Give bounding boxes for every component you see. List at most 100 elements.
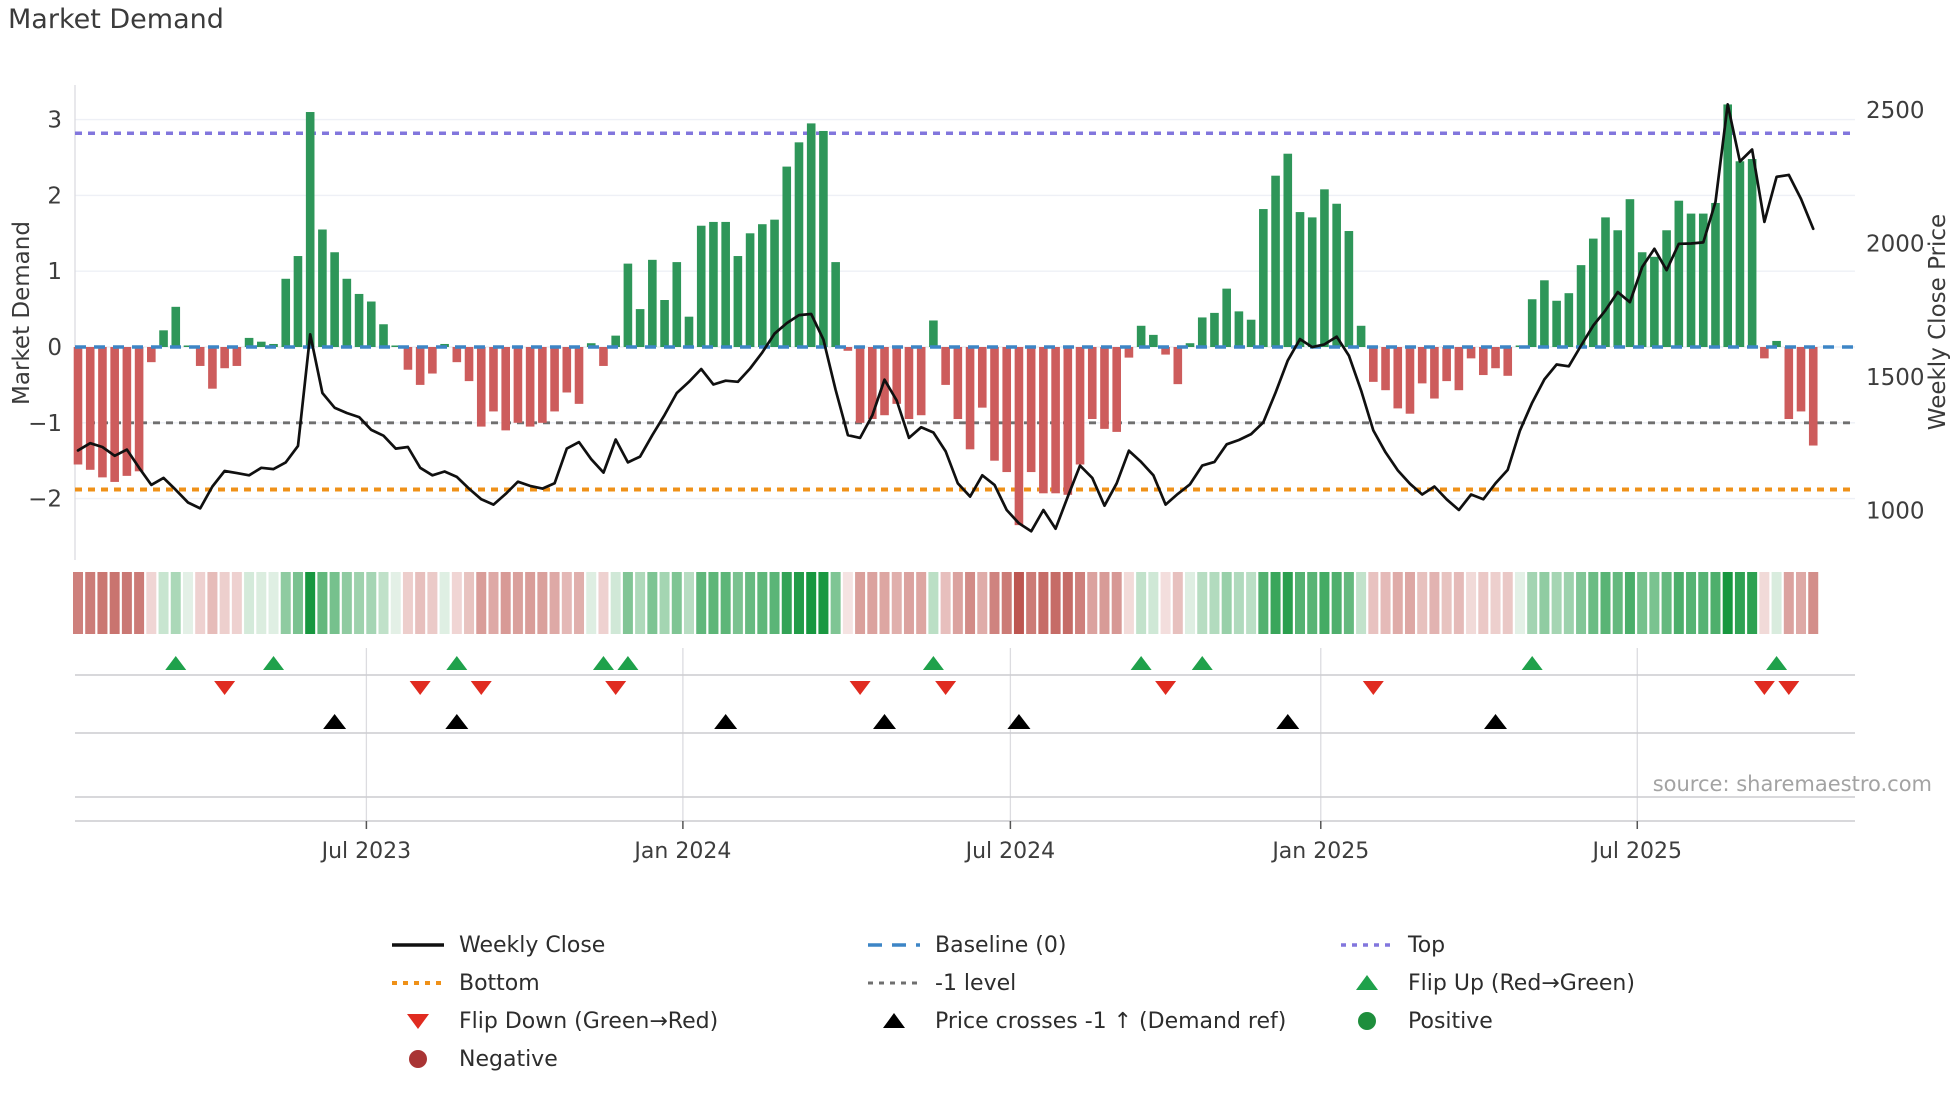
- demand-bar-negative: [1491, 347, 1500, 369]
- demand-bar-positive: [1210, 312, 1219, 347]
- heatmap-cell: [73, 572, 83, 634]
- legend-label: Top: [1408, 932, 1446, 958]
- demand-bar-positive: [244, 337, 254, 347]
- heatmap-cell: [537, 572, 548, 634]
- demand-bar-negative: [1808, 347, 1818, 446]
- heatmap-cell: [1331, 572, 1342, 634]
- right-axis-tick: 2500: [1866, 98, 1925, 124]
- price-cross-marker: [1276, 714, 1300, 729]
- heatmap-cell: [1661, 572, 1672, 634]
- heatmap-cell: [292, 572, 303, 634]
- demand-bar-negative: [122, 347, 132, 476]
- price-cross-marker: [1007, 714, 1031, 729]
- demand-bar-positive: [1723, 104, 1732, 347]
- heatmap-cell: [1221, 572, 1232, 634]
- flip-up-marker: [1766, 656, 1788, 670]
- heatmap-cell: [818, 572, 829, 634]
- demand-bar-negative: [1405, 347, 1415, 414]
- heatmap-cell: [708, 572, 719, 634]
- heatmap-cell: [684, 572, 694, 634]
- heatmap-cell: [574, 572, 585, 634]
- heatmap-cell: [806, 572, 817, 634]
- demand-bar-positive: [1711, 202, 1720, 347]
- demand-bar-positive: [1185, 343, 1195, 347]
- demand-bar-negative: [574, 347, 584, 404]
- demand-bar-positive: [806, 123, 816, 347]
- heatmap-cell: [415, 572, 426, 634]
- demand-bar-positive: [733, 256, 743, 347]
- heatmap-cell: [1417, 572, 1428, 634]
- heatmap-cell: [769, 572, 780, 634]
- heatmap-cell: [1698, 572, 1709, 634]
- heatmap-cell: [1233, 572, 1244, 634]
- legend-label: Flip Up (Red→Green): [1408, 970, 1635, 996]
- demand-bar-negative: [990, 347, 999, 461]
- heatmap-cell: [207, 572, 218, 634]
- right-axis-tick: 2000: [1866, 232, 1925, 258]
- heatmap-cell: [244, 572, 255, 634]
- heatmap-cell: [1514, 572, 1525, 634]
- demand-bar-positive: [318, 229, 327, 347]
- heatmap-cell: [1722, 572, 1733, 634]
- flip-down-marker: [605, 681, 627, 695]
- demand-bar-positive: [1698, 213, 1708, 347]
- heatmap-cell: [1246, 572, 1257, 634]
- heatmap-cell: [671, 572, 682, 634]
- demand-bar-negative: [525, 347, 535, 427]
- legend-marker: [390, 1010, 446, 1032]
- heatmap-cell: [146, 572, 157, 634]
- heatmap-cell: [268, 572, 279, 634]
- demand-bar-negative: [855, 347, 865, 423]
- demand-bar-positive: [1356, 325, 1366, 347]
- heatmap-cell: [1270, 572, 1281, 634]
- heatmap-cell: [745, 572, 756, 634]
- heatmap-cell: [879, 572, 890, 634]
- demand-bar-positive: [1662, 230, 1671, 347]
- demand-bar-negative: [1503, 347, 1513, 376]
- heatmap-cell: [1258, 572, 1269, 634]
- legend-marker: [866, 972, 922, 994]
- demand-bar-positive: [366, 301, 376, 347]
- heatmap-cell: [1001, 572, 1012, 634]
- heatmap-cell: [305, 572, 316, 634]
- demand-bar-negative: [1051, 347, 1060, 494]
- demand-bar-negative: [476, 347, 486, 427]
- flip-down-marker: [1753, 681, 1775, 695]
- demand-bar-positive: [1735, 161, 1745, 347]
- demand-bar-positive: [1307, 217, 1317, 347]
- heatmap-cell: [1686, 572, 1697, 634]
- heatmap-cell: [170, 572, 181, 634]
- heatmap-cell: [610, 572, 621, 634]
- heatmap-cell: [696, 572, 707, 634]
- demand-bar-negative: [85, 347, 95, 470]
- positive-icon: [1358, 1012, 1376, 1030]
- demand-bar-positive: [159, 330, 168, 347]
- demand-bar-negative: [415, 347, 425, 385]
- demand-bar-negative: [134, 347, 144, 472]
- demand-bar-positive: [354, 293, 364, 347]
- demand-bar-negative: [1173, 347, 1183, 385]
- minus-one-line-icon: [868, 981, 920, 985]
- heatmap-cell: [635, 572, 646, 634]
- heatmap-cell: [1441, 572, 1452, 634]
- demand-bar-negative: [208, 347, 217, 389]
- demand-bar-positive: [183, 345, 193, 347]
- heatmap-cell: [525, 572, 536, 634]
- heatmap-cell: [1551, 572, 1562, 634]
- right-axis-tick: 1000: [1866, 499, 1925, 525]
- heatmap-cell: [280, 572, 291, 634]
- heatmap-cell: [1295, 572, 1305, 634]
- legend-column-3: Top Flip Up (Red→Green) Positive: [1339, 926, 1635, 1040]
- heatmap-cell: [1013, 572, 1024, 634]
- demand-bar-negative: [843, 347, 853, 351]
- heatmap-cell: [1197, 572, 1208, 634]
- heatmap-cell: [1734, 572, 1745, 634]
- heatmap-cell: [977, 572, 988, 634]
- demand-bar-negative: [232, 347, 242, 366]
- legend-marker: [866, 934, 922, 956]
- heatmap-cell: [757, 572, 768, 634]
- heatmap-cell: [1062, 572, 1073, 634]
- flip-up-marker: [1521, 656, 1543, 670]
- flip-up-icon: [1356, 975, 1378, 990]
- heatmap-cell: [598, 572, 609, 634]
